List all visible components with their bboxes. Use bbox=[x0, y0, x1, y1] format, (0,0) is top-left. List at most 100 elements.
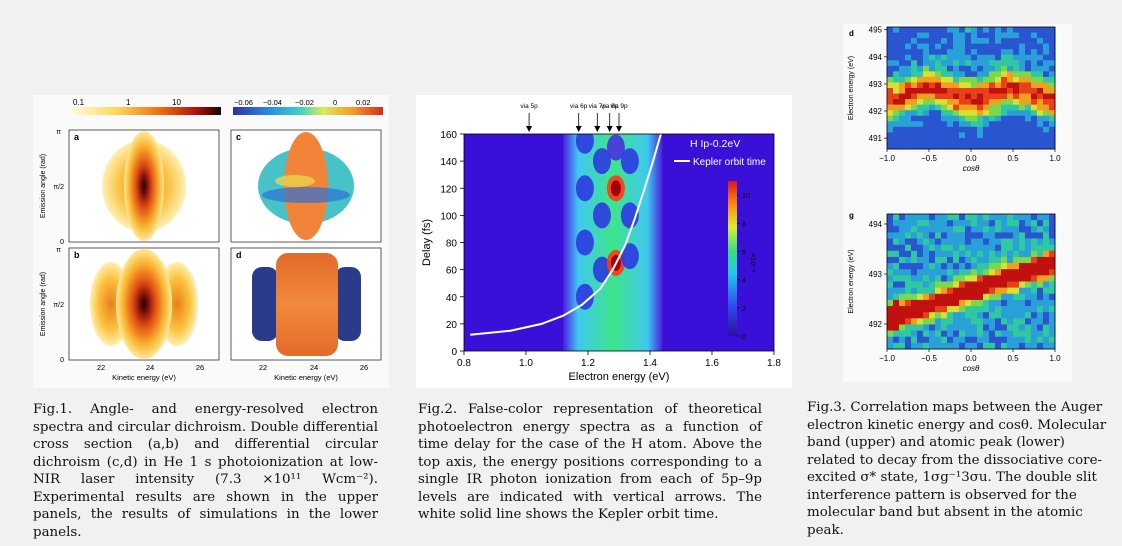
heatmap-cell-g bbox=[911, 287, 918, 295]
legend-line-label: Kepler orbit time bbox=[693, 157, 766, 168]
heatmap-cell-g bbox=[971, 214, 978, 221]
level-arrowhead bbox=[594, 126, 601, 132]
heatmap-cell-d bbox=[1001, 32, 1008, 39]
heatmap-cell-d bbox=[935, 88, 942, 94]
heatmap-cell-d bbox=[983, 115, 990, 122]
heatmap-cell-d bbox=[1031, 93, 1038, 100]
heatmap-cell-d bbox=[983, 132, 990, 139]
heatmap-cell-g bbox=[935, 244, 942, 252]
heatmap-cell-d bbox=[899, 27, 906, 33]
heatmap-cell-g bbox=[971, 293, 978, 301]
heatmap-cell-g bbox=[983, 250, 990, 258]
heatmap-cell-g bbox=[923, 214, 930, 221]
heatmap-cell-g bbox=[1037, 287, 1044, 295]
heatmap-cell-d bbox=[1049, 88, 1056, 94]
heatmap-cell-g bbox=[953, 299, 960, 307]
heatmap-cell-d bbox=[887, 60, 894, 67]
heatmap-cell-d bbox=[1037, 76, 1044, 83]
heatmap-cell-d bbox=[989, 104, 996, 111]
heatmap-cell-g bbox=[899, 336, 906, 344]
heatmap-cell-g bbox=[905, 287, 912, 295]
heatmap-cell-d bbox=[947, 82, 954, 89]
heatmap-lobe bbox=[592, 202, 611, 229]
heatmap-cell-d bbox=[1031, 60, 1038, 67]
level-arrow-label: via 9p bbox=[610, 103, 628, 110]
heatmap-cell-g bbox=[899, 293, 906, 301]
heatmap-cell-d bbox=[1025, 60, 1032, 67]
heatmap-cell-g bbox=[989, 312, 996, 319]
heatmap-cell-d bbox=[971, 132, 978, 139]
heatmap-cell-g bbox=[947, 238, 954, 245]
heatmap-cell-d bbox=[917, 27, 924, 33]
heatmap-cell-d bbox=[1001, 49, 1008, 56]
heatmap-cell-g bbox=[1049, 312, 1056, 319]
heatmap-cell-g bbox=[1031, 244, 1038, 252]
heatmap-cell-g bbox=[965, 226, 972, 233]
heatmap-cell-g bbox=[905, 263, 912, 270]
heatmap-cell-d bbox=[983, 65, 990, 72]
heatmap-cell-g bbox=[995, 330, 1002, 338]
heatmap-cell-d bbox=[1007, 143, 1014, 150]
heatmap-cell-g bbox=[1025, 330, 1032, 338]
x-tick-d-24: 24 bbox=[310, 363, 318, 372]
heatmap-cell-g bbox=[983, 275, 990, 282]
heatmap-cell-g bbox=[893, 238, 900, 245]
heatmap-cell-d bbox=[1013, 137, 1020, 144]
heatmap-cell-g bbox=[959, 269, 966, 276]
heatmap-cell-g bbox=[941, 318, 948, 325]
heatmap-cell-g bbox=[929, 312, 936, 319]
heatmap-cell-g bbox=[1001, 299, 1008, 307]
heatmap-cell-g bbox=[935, 281, 942, 288]
heatmap-cell-d bbox=[1049, 104, 1056, 111]
heatmap-cell-d bbox=[1043, 65, 1050, 72]
heatmap-cell-g bbox=[1037, 330, 1044, 338]
heatmap-cell-d bbox=[1025, 110, 1032, 117]
heatmap-cell-d bbox=[911, 54, 918, 61]
heatmap-cell-d bbox=[977, 104, 984, 111]
heatmap-cell-g bbox=[983, 214, 990, 221]
heatmap-cell-d bbox=[941, 110, 948, 117]
xlabel-b: Kinetic energy (eV) bbox=[112, 373, 176, 382]
heatmap-cell-d bbox=[911, 115, 918, 122]
heatmap-cell-d bbox=[929, 54, 936, 61]
heatmap-cell-d bbox=[1043, 71, 1050, 78]
heatmap-cell-d bbox=[941, 99, 948, 105]
x-tick-label-g: 0.5 bbox=[1007, 354, 1019, 363]
heatmap-cell-g bbox=[887, 312, 894, 319]
heatmap-cell-g bbox=[947, 263, 954, 270]
heatmap-cell-d bbox=[953, 99, 960, 105]
heatmap-cell-d bbox=[1037, 143, 1044, 150]
x-tick-b-24: 24 bbox=[146, 363, 154, 372]
heatmap-cell-g bbox=[1031, 220, 1038, 227]
heatmap-cell-d bbox=[965, 32, 972, 39]
heatmap-cell-d bbox=[995, 71, 1002, 78]
heatmap-cell-g bbox=[983, 269, 990, 276]
heatmap-cell-d bbox=[995, 60, 1002, 67]
y-tick-label: 40 bbox=[446, 293, 458, 304]
heatmap-cell-g bbox=[953, 275, 960, 282]
heatmap-cell-d bbox=[1049, 99, 1056, 105]
heatmap-cell-g bbox=[923, 250, 930, 258]
heatmap-cell-d bbox=[1019, 137, 1026, 144]
heatmap-cell-g bbox=[977, 342, 984, 350]
heatmap-cell-d bbox=[1019, 104, 1026, 111]
heatmap-cell-d bbox=[911, 104, 918, 111]
fig2-colorbar bbox=[728, 181, 737, 336]
heatmap-cell-d bbox=[953, 143, 960, 150]
heatmap-cell-d bbox=[959, 27, 966, 33]
heatmap-cell-g bbox=[935, 220, 942, 227]
heatmap-cell-g bbox=[1037, 244, 1044, 252]
axes: 0.8 1.0 1.2 1.4 1.6 1.8 Electron energy (eV) 0 2… bbox=[421, 103, 781, 383]
heatmap-cell-d bbox=[1043, 93, 1050, 100]
heatmap-cell-d bbox=[905, 126, 912, 133]
heatmap-cell-d bbox=[1001, 76, 1008, 83]
heatmap-cell-d bbox=[905, 65, 912, 72]
x-tick-label: 1.6 bbox=[705, 358, 719, 369]
heatmap-cell-g bbox=[959, 330, 966, 338]
heatmap-cell-g bbox=[995, 312, 1002, 319]
heatmap-cell-d bbox=[1025, 76, 1032, 83]
heatmap-cell-g bbox=[977, 312, 984, 319]
heatmap-cell-d bbox=[1001, 38, 1008, 44]
heatmap-cell-d bbox=[935, 71, 942, 78]
heatmap-cell-g bbox=[995, 293, 1002, 301]
